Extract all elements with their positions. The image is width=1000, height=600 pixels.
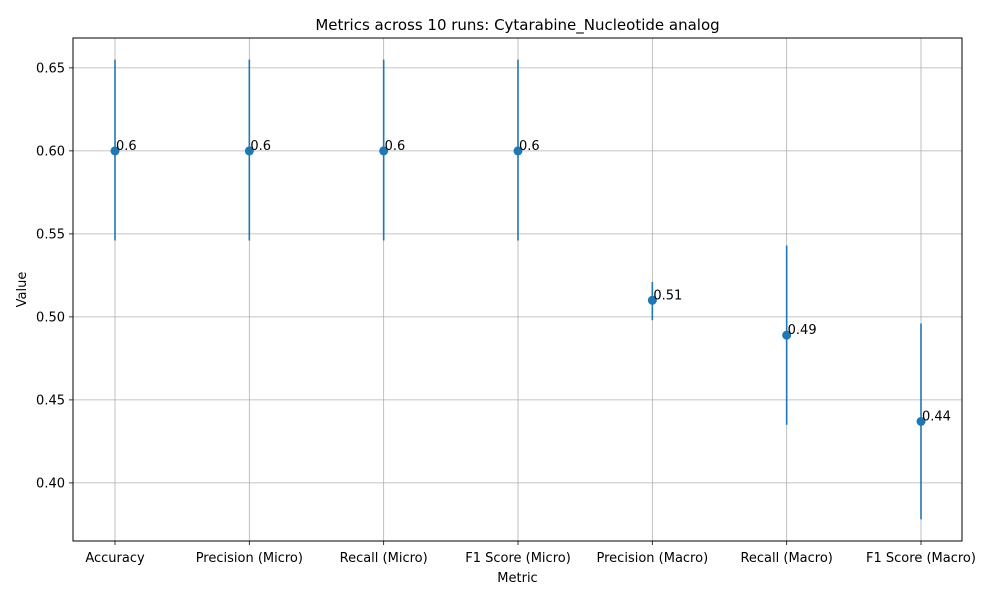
- data-label: 0.51: [653, 288, 682, 303]
- data-label: 0.6: [116, 139, 137, 154]
- data-point: [513, 146, 523, 156]
- data-point: [647, 295, 657, 305]
- data-label: 0.6: [250, 139, 271, 154]
- x-tick-label: F1 Score (Micro): [465, 551, 571, 566]
- data-point: [782, 330, 792, 340]
- data-label: 0.6: [519, 139, 540, 154]
- x-tick-label: Precision (Macro): [597, 551, 709, 566]
- y-tick-label: 0.50: [36, 310, 65, 325]
- data-points: [110, 146, 926, 426]
- x-tick-label: Recall (Macro): [740, 551, 832, 566]
- data-point: [916, 416, 926, 426]
- y-tick-label: 0.45: [36, 393, 65, 408]
- data-label: 0.49: [788, 323, 817, 338]
- y-tick-label: 0.65: [36, 61, 65, 76]
- data-label: 0.44: [922, 409, 951, 424]
- data-labels: 0.6 0.6 0.6 0.6 0.51 0.49 0.44: [116, 139, 951, 425]
- y-axis-label: Value: [15, 272, 30, 308]
- x-tick-label: F1 Score (Macro): [866, 551, 976, 566]
- y-tick-label: 0.55: [36, 227, 65, 242]
- x-tick-label: Recall (Micro): [340, 551, 428, 566]
- data-point: [110, 146, 120, 156]
- data-point: [379, 146, 389, 156]
- x-tick-label: Precision (Micro): [196, 551, 303, 566]
- plot-frame: [72, 37, 963, 542]
- data-point: [244, 146, 254, 156]
- y-tick-label: 0.60: [36, 144, 65, 159]
- x-axis-label: Metric: [497, 571, 537, 586]
- x-tick-label: Accuracy: [85, 551, 145, 566]
- data-label: 0.6: [385, 139, 406, 154]
- chart-title: Metrics across 10 runs: Cytarabine_Nucle…: [315, 16, 719, 35]
- y-tick-label: 0.40: [36, 476, 65, 491]
- y-axis-ticks: 0.40 0.45 0.50 0.55 0.60 0.65: [36, 61, 73, 491]
- x-axis-ticks: Accuracy Precision (Micro) Recall (Micro) F…: [85, 541, 976, 566]
